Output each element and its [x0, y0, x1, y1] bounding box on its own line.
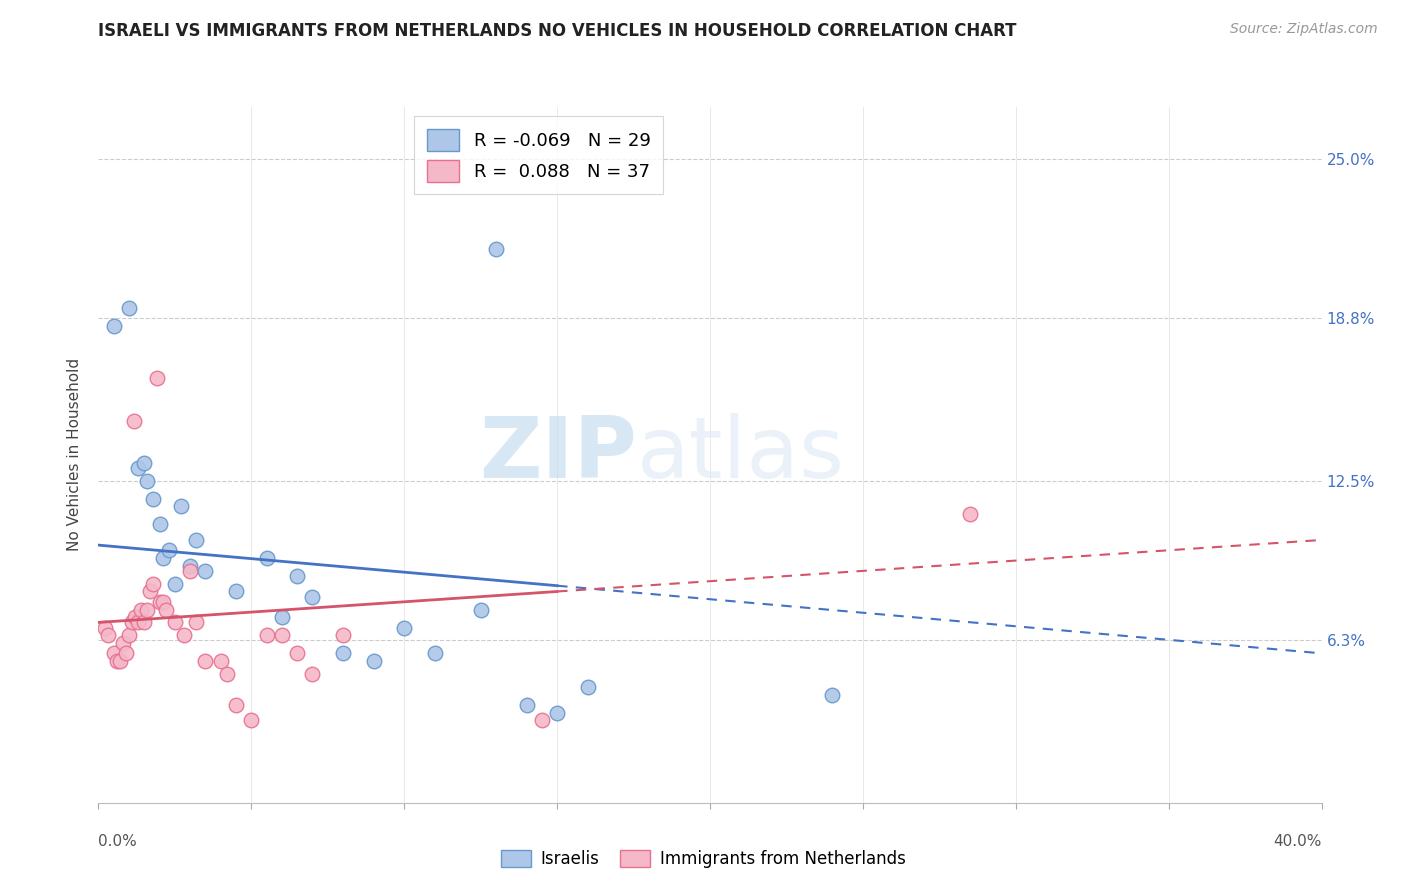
Point [301, 667, 323, 681]
Point [392, 621, 416, 635]
Text: atlas: atlas [637, 413, 845, 497]
Point [93, 621, 115, 635]
Point [157, 543, 180, 558]
Point [959, 507, 981, 521]
Point [145, 370, 167, 384]
Point [530, 714, 553, 728]
Point [134, 456, 156, 470]
Point [173, 628, 195, 642]
Point [546, 706, 568, 720]
Point [115, 646, 138, 660]
Point [139, 584, 162, 599]
Point [121, 615, 143, 630]
Point [118, 301, 141, 315]
Point [105, 654, 128, 668]
Point [332, 628, 354, 642]
Point [225, 698, 247, 712]
Text: ZIP: ZIP [479, 413, 637, 497]
Point [194, 654, 217, 668]
Point [194, 564, 217, 578]
Point [108, 654, 131, 668]
Point [256, 551, 278, 566]
Point [97, 628, 120, 642]
Point [127, 460, 149, 475]
Point [134, 615, 156, 630]
Text: ISRAELI VS IMMIGRANTS FROM NETHERLANDS NO VEHICLES IN HOUSEHOLD CORRELATION CHAR: ISRAELI VS IMMIGRANTS FROM NETHERLANDS N… [98, 22, 1017, 40]
Legend: Israelis, Immigrants from Netherlands: Israelis, Immigrants from Netherlands [494, 843, 912, 875]
Point [163, 576, 186, 591]
Point [129, 602, 152, 616]
Point [285, 569, 308, 583]
Point [423, 646, 446, 660]
Point [103, 646, 125, 660]
Point [155, 602, 177, 616]
Point [163, 615, 186, 630]
Point [152, 551, 174, 566]
Point [170, 500, 193, 514]
Point [332, 646, 354, 660]
Point [215, 667, 238, 681]
Point [209, 654, 232, 668]
Point [240, 714, 263, 728]
Point [103, 319, 125, 334]
Point [118, 628, 141, 642]
Point [149, 595, 172, 609]
Point [127, 615, 149, 630]
Point [363, 654, 385, 668]
Point [149, 517, 172, 532]
Point [136, 474, 159, 488]
Point [122, 414, 145, 428]
Point [124, 610, 146, 624]
Point [136, 602, 159, 616]
Point [225, 584, 247, 599]
Point [142, 491, 165, 506]
Point [821, 688, 844, 702]
Point [186, 533, 208, 547]
Point [142, 576, 165, 591]
Text: 0.0%: 0.0% [98, 834, 138, 849]
Point [111, 636, 134, 650]
Point [576, 680, 599, 694]
Legend: R = -0.069   N = 29, R =  0.088   N = 37: R = -0.069 N = 29, R = 0.088 N = 37 [415, 116, 664, 194]
Point [256, 628, 278, 642]
Y-axis label: No Vehicles in Household: No Vehicles in Household [67, 359, 83, 551]
Point [285, 646, 308, 660]
Point [485, 242, 508, 256]
Text: 40.0%: 40.0% [1274, 834, 1322, 849]
Point [270, 610, 294, 624]
Point [270, 628, 294, 642]
Point [301, 590, 323, 604]
Point [152, 595, 174, 609]
Point [179, 558, 201, 573]
Point [186, 615, 208, 630]
Text: Source: ZipAtlas.com: Source: ZipAtlas.com [1230, 22, 1378, 37]
Point [470, 602, 492, 616]
Point [179, 564, 201, 578]
Point [516, 698, 538, 712]
